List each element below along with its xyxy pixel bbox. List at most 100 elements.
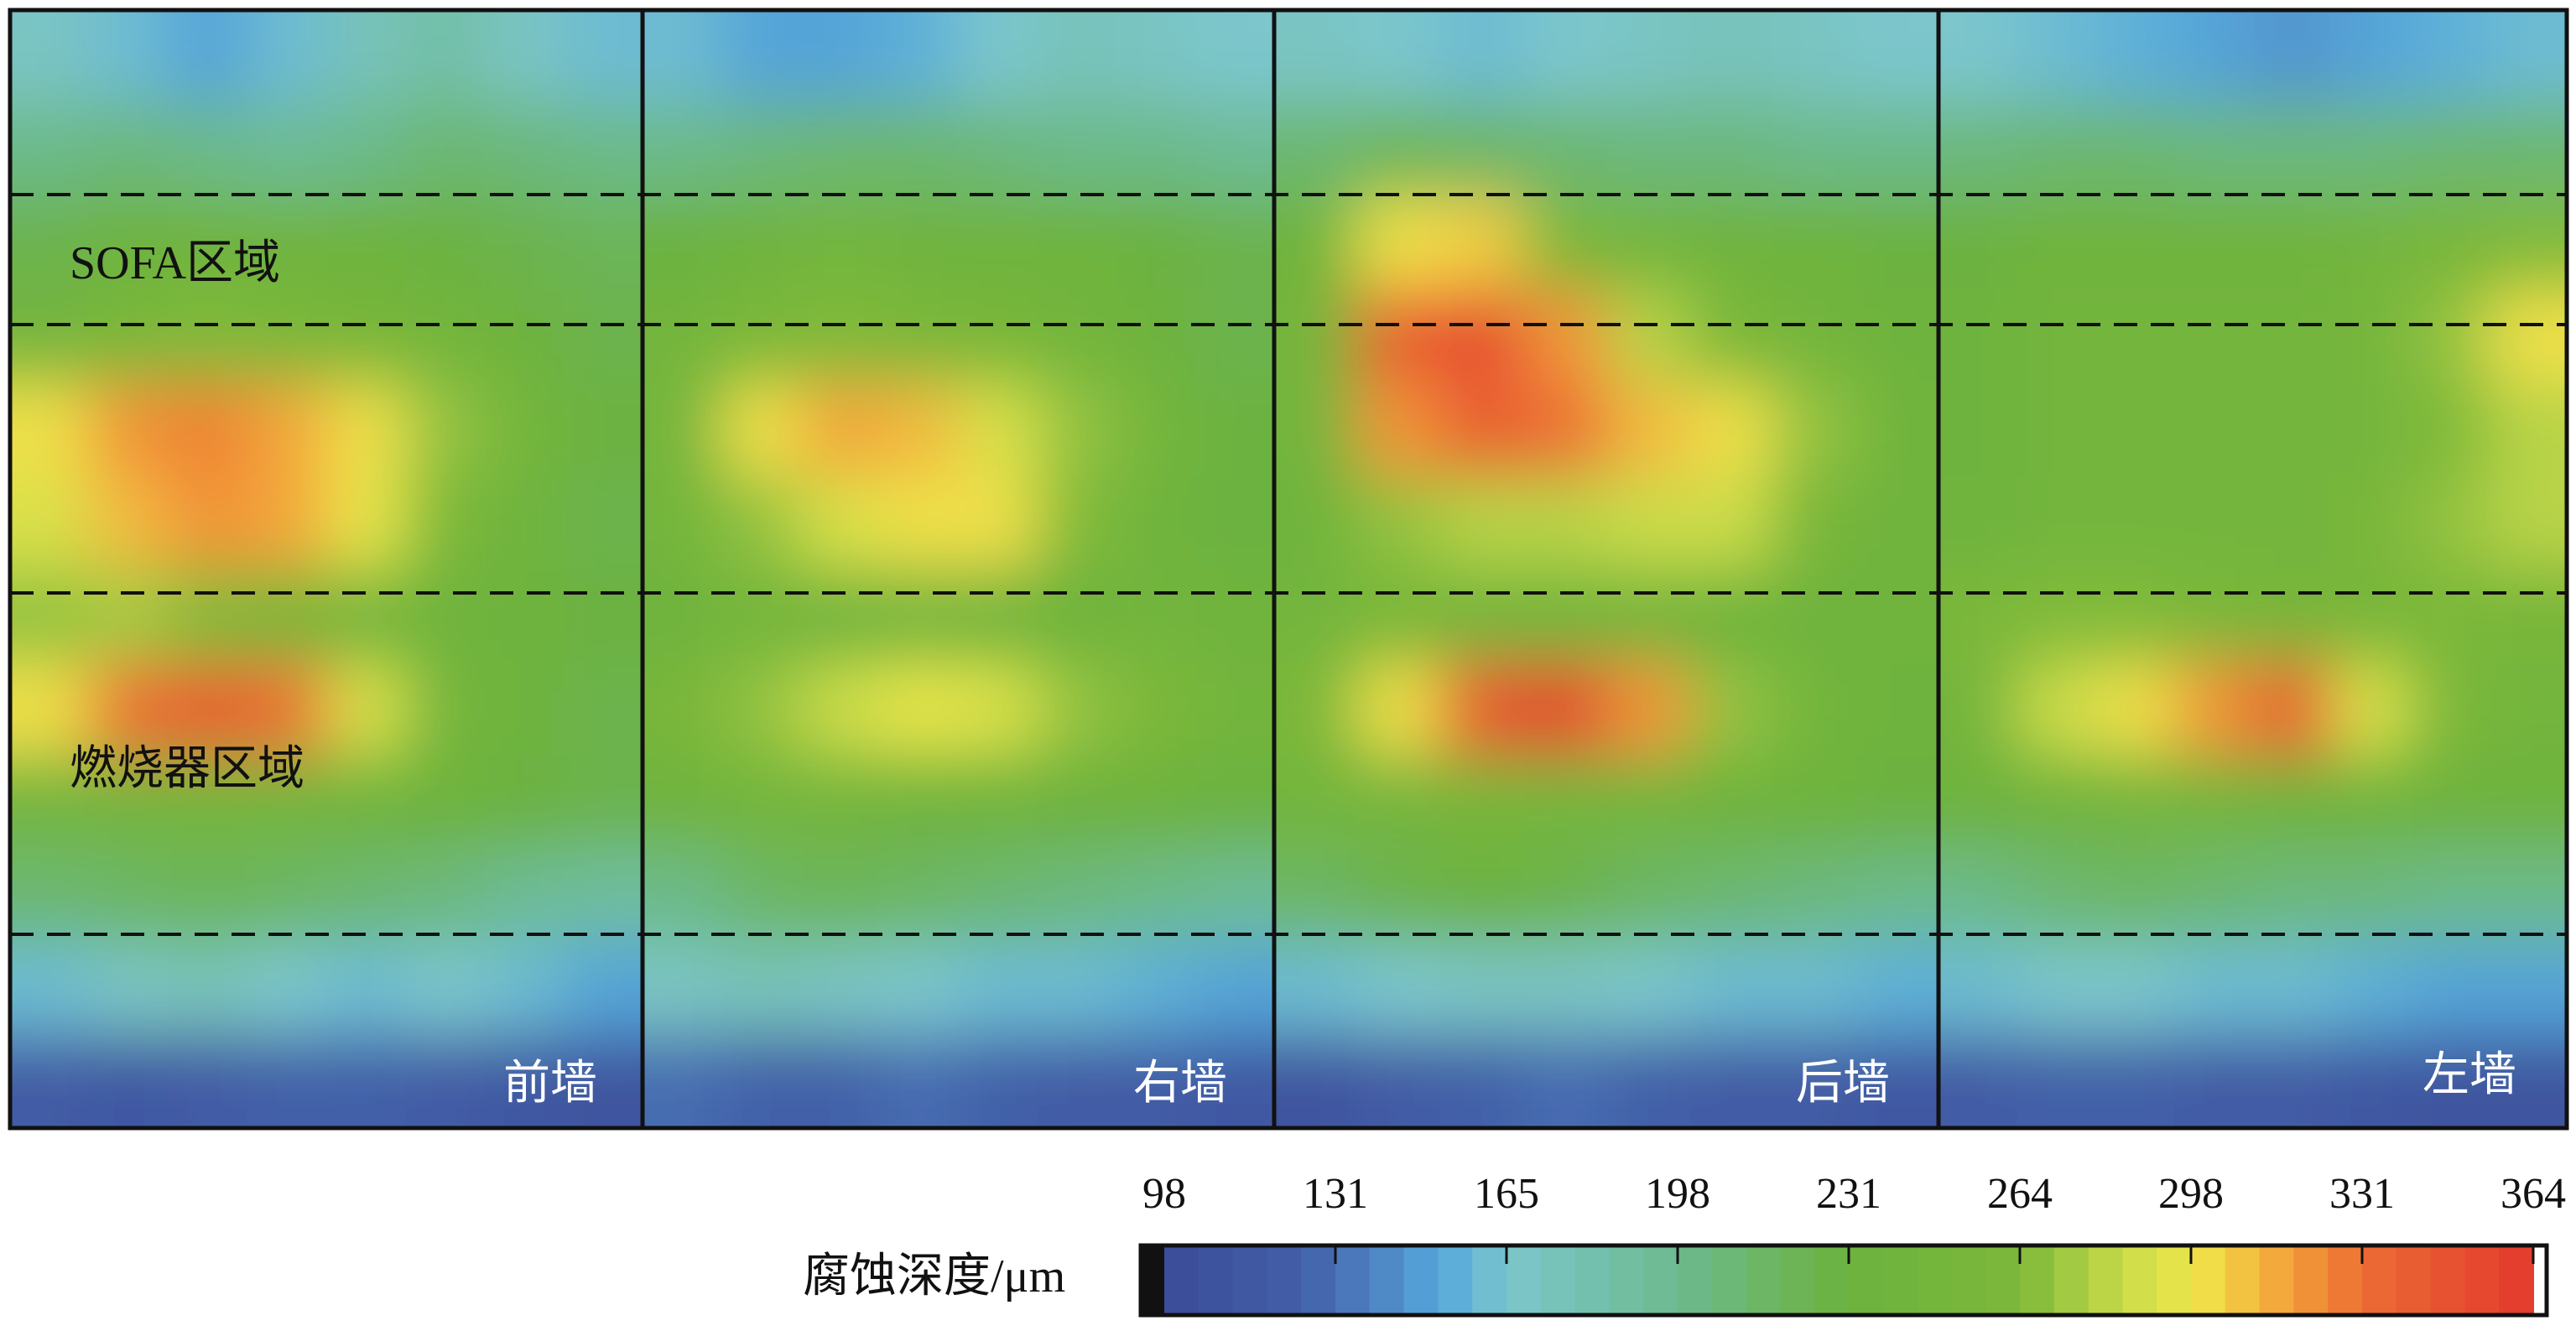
heatmap-cell [1440, 289, 1524, 384]
heatmap-cell [1194, 941, 1274, 1036]
heatmap-cell [800, 848, 881, 943]
heatmap-cell [405, 848, 486, 943]
heatmap-cell [1357, 289, 1441, 384]
heatmap-cell [2173, 289, 2254, 384]
heatmap-cell [2488, 103, 2567, 198]
heatmap-cell [958, 569, 1038, 663]
heatmap-cell [1772, 755, 1856, 850]
heatmap-cell [1194, 476, 1274, 570]
heatmap-cell [89, 1034, 169, 1128]
heatmap-cell [800, 476, 881, 570]
heatmap-cell [1523, 662, 1607, 756]
heatmap-cell [1772, 941, 1856, 1036]
heatmap-cell [2095, 289, 2175, 384]
heatmap-cell [1772, 476, 1856, 570]
heatmap-cell [2488, 662, 2567, 756]
heatmap-cell [1606, 755, 1690, 850]
heatmap-cell [247, 289, 327, 384]
heatmap-cell [1357, 382, 1441, 477]
heatmap-cell [405, 289, 486, 384]
heatmap-cell [1357, 848, 1441, 943]
heatmap-cell [1194, 662, 1274, 756]
heatmap-cell [643, 569, 723, 663]
heatmap-cell [958, 10, 1038, 105]
heatmap-cell [2095, 103, 2175, 198]
heatmap-cell [89, 569, 169, 663]
heatmap-cell [721, 848, 802, 943]
wall-panels [10, 10, 2567, 1128]
heatmap-cell [168, 382, 248, 477]
heatmap-cell [2409, 10, 2490, 105]
heatmap-cell [484, 382, 565, 477]
heatmap-cell [1116, 941, 1196, 1036]
heatmap-cell [1037, 662, 1117, 756]
heatmap-cell [2017, 382, 2097, 477]
heatmap-cell [2252, 755, 2333, 850]
heatmap-cell [2173, 476, 2254, 570]
heatmap-cell [643, 10, 723, 105]
colorbar-segment [2020, 1245, 2055, 1315]
heatmap-cell [879, 662, 960, 756]
heatmap-cell [1440, 569, 1524, 663]
heatmap-cell [1689, 755, 1773, 850]
heatmap-cell [563, 196, 643, 291]
wall-panel [1939, 10, 2567, 1128]
heatmap-cell [10, 569, 91, 663]
heatmap-cell [958, 196, 1038, 291]
colorbar-tick-label: 331 [2329, 1170, 2395, 1218]
heatmap-cell [1440, 1034, 1524, 1128]
heatmap-cell [1939, 941, 2018, 1036]
heatmap-cell [1606, 941, 1690, 1036]
heatmap-cell [1037, 941, 1117, 1036]
heatmap-cell [1606, 289, 1690, 384]
heatmap-cell [2488, 476, 2567, 570]
heatmap-cell [2331, 662, 2411, 756]
heatmap-cell [2017, 103, 2097, 198]
colorbar-segment [1232, 1245, 1268, 1315]
heatmap-cell [2173, 196, 2254, 291]
heatmap-cell [563, 10, 643, 105]
heatmap-cell [89, 382, 169, 477]
heatmap-cell [1274, 196, 1358, 291]
heatmap-cell [563, 1034, 643, 1128]
heatmap-cell [1274, 1034, 1358, 1128]
heatmap-cell [405, 196, 486, 291]
colorbar-tick-label: 231 [1816, 1170, 1881, 1218]
heatmap-cell [563, 382, 643, 477]
heatmap-cell [800, 289, 881, 384]
heatmap-cell [1194, 196, 1274, 291]
colorbar-segment [1507, 1245, 1542, 1315]
heatmap-cell [1357, 569, 1441, 663]
heatmap-cell [405, 662, 486, 756]
heatmap-cell [1523, 848, 1607, 943]
heatmap-cell [2017, 569, 2097, 663]
heatmap-cell [1939, 103, 2018, 198]
heatmap-cell [643, 848, 723, 943]
heatmap-cell [1523, 476, 1607, 570]
heatmap-cell [1689, 662, 1773, 756]
heatmap-cell [484, 755, 565, 850]
heatmap-cell [2252, 10, 2333, 105]
heatmap-cell [643, 941, 723, 1036]
heatmap-cell [563, 848, 643, 943]
colorbar-segment [2157, 1245, 2192, 1315]
heatmap-cell [2173, 848, 2254, 943]
heatmap-cell [2409, 941, 2490, 1036]
heatmap-cell [1357, 476, 1441, 570]
colorbar-segment [2499, 1245, 2534, 1315]
heatmap-cell [563, 103, 643, 198]
wall-label-front: 前墙 [503, 1058, 597, 1110]
heatmap-cell [247, 382, 327, 477]
heatmap-cell [1689, 10, 1773, 105]
zone-label-burner: 燃烧器区域 [70, 743, 304, 795]
heatmap-cell [643, 662, 723, 756]
heatmap-cell [2252, 941, 2333, 1036]
heatmap-cell [1194, 848, 1274, 943]
heatmap-cell [2409, 662, 2490, 756]
heatmap-cell [800, 755, 881, 850]
heatmap-cell [2488, 941, 2567, 1036]
colorbar-segment [1746, 1245, 1782, 1315]
heatmap-cell [10, 382, 91, 477]
heatmap-cell [1037, 848, 1117, 943]
heatmap-cell [1116, 10, 1196, 105]
